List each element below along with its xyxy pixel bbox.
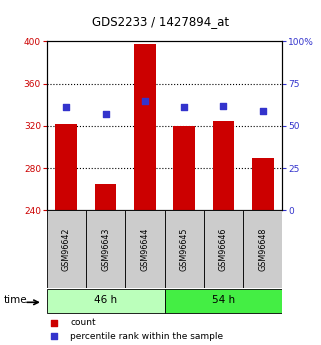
Text: GSM96648: GSM96648 xyxy=(258,228,267,271)
Bar xyxy=(47,210,86,288)
Point xyxy=(51,334,56,339)
Point xyxy=(51,320,56,325)
Bar xyxy=(56,124,77,210)
Text: 46 h: 46 h xyxy=(94,296,117,305)
Text: GDS2233 / 1427894_at: GDS2233 / 1427894_at xyxy=(92,16,229,29)
Bar xyxy=(243,210,282,288)
Text: GSM96645: GSM96645 xyxy=(180,227,189,271)
Bar xyxy=(134,43,156,210)
Bar xyxy=(252,158,273,210)
Bar xyxy=(125,210,164,288)
Text: count: count xyxy=(70,318,96,327)
Bar xyxy=(86,210,125,288)
Text: percentile rank within the sample: percentile rank within the sample xyxy=(70,332,223,341)
Text: GSM96642: GSM96642 xyxy=(62,227,71,271)
Text: GSM96646: GSM96646 xyxy=(219,228,228,271)
Bar xyxy=(204,210,243,288)
Point xyxy=(182,105,187,110)
Bar xyxy=(213,121,234,210)
Text: GSM96643: GSM96643 xyxy=(101,228,110,271)
Point xyxy=(221,103,226,108)
Bar xyxy=(47,289,165,313)
Bar xyxy=(173,126,195,210)
Point xyxy=(103,111,108,117)
Point xyxy=(64,105,69,110)
Bar xyxy=(95,184,116,210)
Text: time: time xyxy=(3,295,27,305)
Point xyxy=(260,108,265,114)
Text: GSM96644: GSM96644 xyxy=(140,228,149,271)
Point xyxy=(142,98,147,103)
Bar xyxy=(164,210,204,288)
Text: 54 h: 54 h xyxy=(212,296,235,305)
Bar xyxy=(164,289,282,313)
